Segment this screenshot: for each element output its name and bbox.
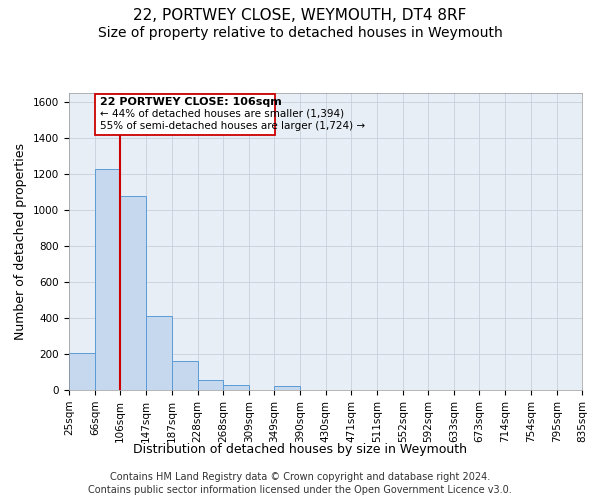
Bar (69, 352, 95, 390)
Bar (274, 386, 300, 390)
Text: 22, PORTWEY CLOSE, WEYMOUTH, DT4 8RF: 22, PORTWEY CLOSE, WEYMOUTH, DT4 8RF (133, 8, 467, 22)
Text: Contains public sector information licensed under the Open Government Licence v3: Contains public sector information licen… (88, 485, 512, 495)
Bar (95, 94, 275, 135)
Text: Size of property relative to detached houses in Weymouth: Size of property relative to detached ho… (98, 26, 502, 40)
Y-axis label: Number of detached properties: Number of detached properties (14, 143, 28, 340)
Text: 55% of semi-detached houses are larger (1,724) →: 55% of semi-detached houses are larger (… (100, 121, 365, 131)
Bar (120, 196, 146, 390)
Bar (223, 386, 249, 390)
Text: 22 PORTWEY CLOSE: 106sqm: 22 PORTWEY CLOSE: 106sqm (100, 98, 282, 108)
Bar (146, 316, 172, 390)
Text: ← 44% of detached houses are smaller (1,394): ← 44% of detached houses are smaller (1,… (100, 109, 344, 119)
Bar (172, 361, 197, 390)
Bar (197, 380, 223, 390)
Bar (95, 168, 120, 390)
Text: Distribution of detached houses by size in Weymouth: Distribution of detached houses by size … (133, 442, 467, 456)
Text: Contains HM Land Registry data © Crown copyright and database right 2024.: Contains HM Land Registry data © Crown c… (110, 472, 490, 482)
